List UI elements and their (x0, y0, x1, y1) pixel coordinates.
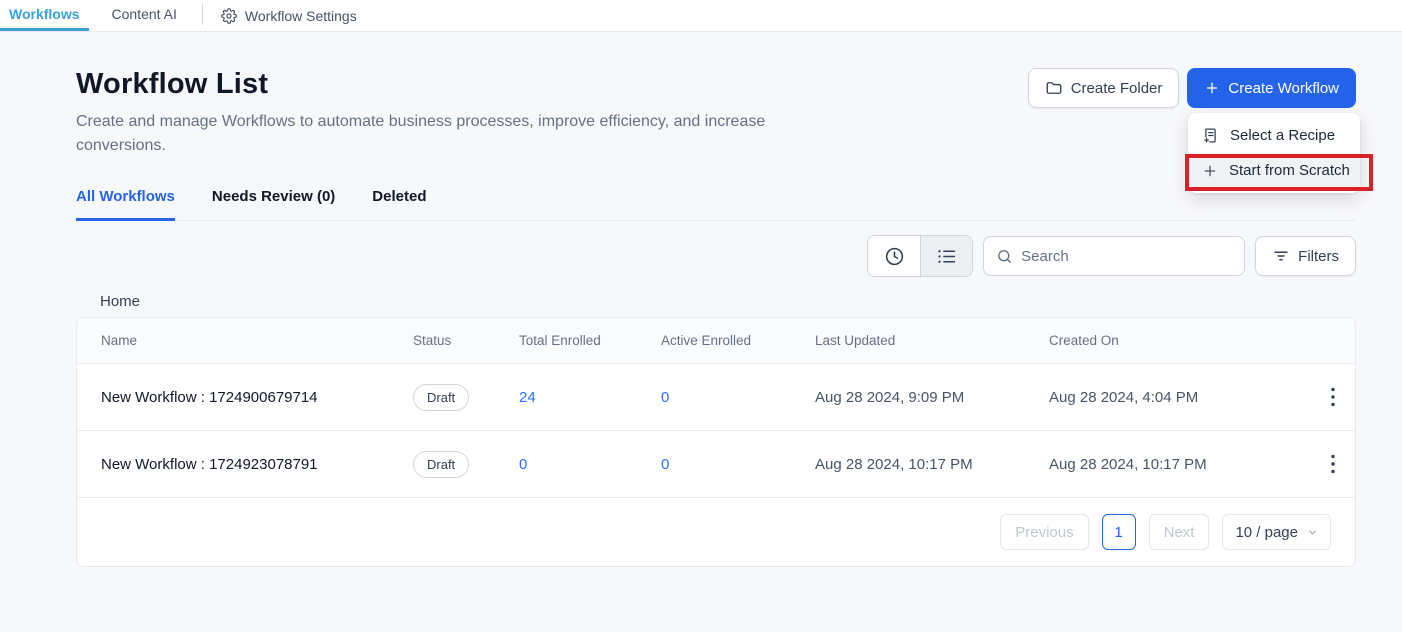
created-on-value: Aug 28 2024, 10:17 PM (1049, 455, 1207, 473)
list-view-button[interactable] (920, 236, 973, 276)
active-enrolled-link[interactable]: 0 (661, 455, 670, 473)
menu-item-select-a-recipe[interactable]: Select a Recipe (1188, 118, 1360, 153)
page-title: Workflow List (76, 68, 269, 100)
created-on-value: Aug 28 2024, 4:04 PM (1049, 388, 1199, 406)
filters-label: Filters (1298, 247, 1339, 265)
folder-icon (1045, 79, 1063, 97)
kebab-icon[interactable] (1321, 381, 1345, 413)
menu-item-start-from-scratch[interactable]: Start from Scratch (1188, 153, 1360, 188)
menu-item-select-a-recipe-label: Select a Recipe (1230, 127, 1336, 144)
create-folder-button[interactable]: Create Folder (1027, 68, 1180, 108)
tab-all-workflows[interactable]: All Workflows (76, 188, 175, 221)
last-updated-value: Aug 28 2024, 9:09 PM (815, 388, 965, 406)
table-row[interactable]: New Workflow : 1724900679714 Draft 24 0 … (77, 364, 1355, 431)
header-actions: Create Folder Create Workflow (1027, 68, 1373, 193)
topnav-tab-content-ai[interactable]: Content AI (103, 0, 186, 31)
plus-icon (1202, 163, 1218, 179)
page-header: Workflow List Create and manage Workflow… (76, 68, 1373, 193)
breadcrumb: Home (100, 293, 141, 310)
tab-needs-review[interactable]: Needs Review (0) (211, 188, 336, 205)
active-enrolled-link[interactable]: 0 (661, 388, 670, 406)
create-workflow-button[interactable]: Create Workflow (1187, 68, 1356, 108)
top-nav: Workflows Content AI Workflow Settings (0, 0, 1402, 32)
create-workflow-label: Create Workflow (1228, 79, 1339, 97)
column-header-name: Name (101, 333, 138, 348)
toolbar: Filters (76, 235, 1356, 277)
page-number-1[interactable]: 1 (1101, 514, 1136, 550)
workflow-name[interactable]: New Workflow : 1724923078791 (101, 455, 318, 473)
column-header-total-enrolled: Total Enrolled (519, 333, 601, 348)
topnav-tab-content-ai-label: Content AI (111, 6, 177, 22)
table-row[interactable]: New Workflow : 1724923078791 Draft 0 0 A… (77, 431, 1355, 498)
list-icon (936, 246, 957, 267)
status-badge: Draft (413, 450, 470, 478)
recipe-icon (1202, 127, 1219, 144)
column-header-last-updated: Last Updated (815, 333, 896, 348)
workflow-tabs: All Workflows Needs Review (0) Deleted (76, 188, 1356, 221)
topnav-tab-workflows[interactable]: Workflows (0, 0, 89, 31)
view-toggle (867, 235, 974, 277)
status-cell: Draft (413, 383, 519, 411)
tab-deleted[interactable]: Deleted (372, 188, 427, 205)
table-header-row: Name Status Total Enrolled Active Enroll… (77, 318, 1355, 364)
create-workflow-dropdown: Select a Recipe Start from Scratch (1185, 113, 1373, 193)
search-input[interactable] (1021, 247, 1233, 265)
page-size-label: 10 / page (1235, 523, 1298, 541)
workflow-settings-label: Workflow Settings (244, 7, 357, 24)
column-header-created-on: Created On (1049, 333, 1119, 348)
chevron-down-icon (1307, 527, 1318, 538)
menu-item-start-from-scratch-label: Start from Scratch (1229, 162, 1350, 179)
topnav-divider (201, 4, 203, 25)
page-content: Workflow List Create and manage Workflow… (0, 32, 1402, 567)
page-subtitle: Create and manage Workflows to automate … (76, 113, 766, 154)
search-box (983, 236, 1246, 276)
filter-icon (1272, 247, 1290, 265)
status-badge: Draft (413, 383, 470, 411)
page-size-select[interactable]: 10 / page (1222, 514, 1331, 550)
create-folder-label: Create Folder (1070, 79, 1163, 97)
workflow-table-card: Name Status Total Enrolled Active Enroll… (76, 317, 1356, 567)
plus-icon (1204, 80, 1220, 96)
gear-icon (221, 7, 237, 24)
pagination: Previous 1 Next 10 / page (77, 498, 1355, 566)
topnav-tab-workflows-label: Workflows (9, 6, 80, 22)
search-icon (996, 248, 1013, 265)
workflow-settings-button[interactable]: Workflow Settings (221, 0, 367, 31)
clock-icon (884, 246, 905, 267)
kebab-icon[interactable] (1321, 448, 1345, 480)
filters-button[interactable]: Filters (1255, 236, 1356, 276)
column-header-active-enrolled: Active Enrolled (661, 333, 752, 348)
total-enrolled-link[interactable]: 24 (519, 388, 536, 406)
status-cell: Draft (413, 450, 519, 478)
previous-page-button[interactable]: Previous (1000, 514, 1089, 550)
last-updated-value: Aug 28 2024, 10:17 PM (815, 455, 973, 473)
total-enrolled-link[interactable]: 0 (519, 455, 528, 473)
history-view-button[interactable] (868, 236, 920, 276)
next-page-button[interactable]: Next (1148, 514, 1210, 550)
workflow-name[interactable]: New Workflow : 1724900679714 (101, 388, 318, 406)
column-header-status: Status (413, 333, 452, 348)
page-header-text: Workflow List Create and manage Workflow… (76, 68, 821, 158)
